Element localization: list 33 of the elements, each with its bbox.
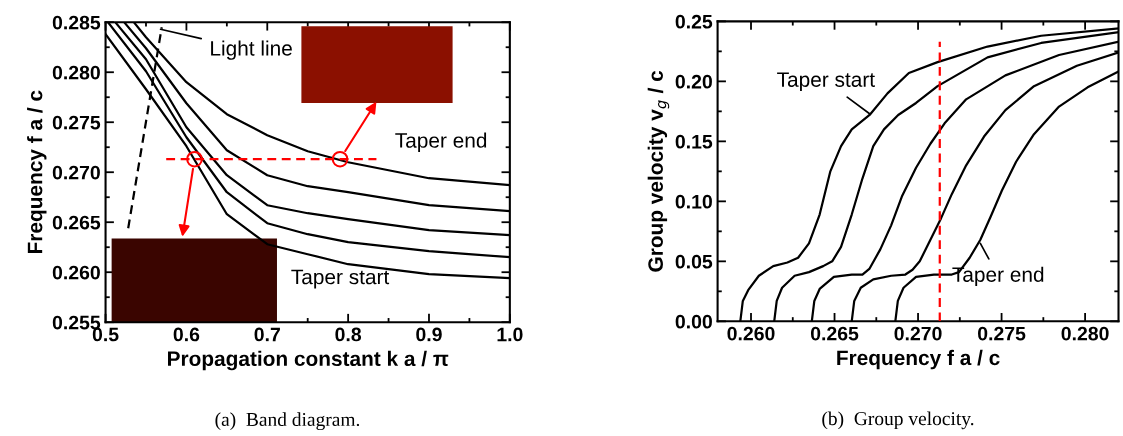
x-tick-label: 0.265 — [810, 326, 859, 341]
annotation: Taper end — [395, 132, 487, 152]
x-axis-title: Frequency f a / c — [837, 349, 1000, 370]
text: (a) Band diagram. — [215, 412, 360, 431]
y-tick-label: 0.00 — [675, 314, 712, 329]
x-axis-title: Propagation constant k a / π — [168, 350, 449, 371]
y-tick-label: 0.25 — [675, 14, 713, 29]
annotation: Taper end — [952, 266, 1044, 287]
x-tick-label: 0.275 — [978, 326, 1026, 341]
x-tick-label: 0.7 — [254, 327, 280, 342]
annotation: Light line — [211, 40, 292, 60]
y-tick-label: 0.270 — [52, 165, 100, 180]
y-tick-label: 0.265 — [52, 215, 101, 230]
y-tick-label: 0.20 — [675, 74, 712, 89]
x-tick-label: 0.280 — [1061, 326, 1109, 341]
x-tick-label: 1.0 — [497, 327, 523, 342]
x-tick-label: 0.6 — [173, 327, 200, 342]
y-axis-title: Group velocity v$_{g}$ / c — [647, 70, 670, 272]
x-tick-label: 0.9 — [416, 327, 442, 342]
y-tick-label: 0.275 — [52, 115, 101, 130]
text: (b) Group velocity. — [822, 411, 974, 430]
y-tick-label: 0.260 — [52, 265, 100, 280]
y-tick-label: 0.10 — [675, 194, 712, 209]
annotation: Taper start — [291, 269, 390, 289]
y-axis-title: Frequency f a / c — [27, 90, 47, 254]
annotation: Taper start — [777, 72, 875, 92]
x-tick-label: 0.270 — [894, 326, 942, 341]
x-tick-label: 0.260 — [727, 326, 775, 341]
y-tick-label: 0.05 — [675, 254, 713, 269]
y-tick-label: 0.280 — [52, 65, 100, 80]
x-tick-label: 0.8 — [335, 327, 362, 342]
y-tick-label: 0.285 — [52, 15, 101, 30]
y-tick-label: 0.15 — [675, 134, 713, 149]
